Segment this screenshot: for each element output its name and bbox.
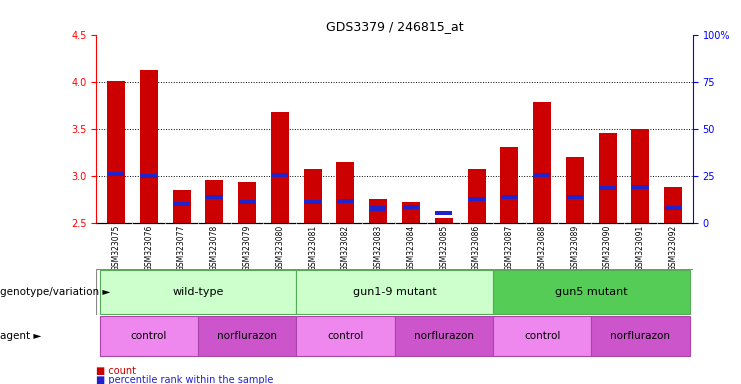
Text: GSM323079: GSM323079 (242, 225, 252, 271)
Bar (107, 172, 124, 176)
Bar (402, 205, 419, 209)
Bar (632, 185, 648, 189)
Text: ■ percentile rank within the sample: ■ percentile rank within the sample (96, 375, 273, 384)
Bar (599, 186, 616, 190)
Bar (173, 202, 190, 206)
Text: GSM323086: GSM323086 (472, 225, 481, 271)
Bar (370, 207, 387, 211)
Text: GSM323084: GSM323084 (407, 225, 416, 271)
Bar (501, 195, 517, 199)
Text: control: control (328, 331, 364, 341)
Bar (271, 112, 289, 223)
Text: genotype/variation ►: genotype/variation ► (0, 287, 110, 297)
Text: GSM323075: GSM323075 (111, 225, 121, 271)
Bar (206, 195, 222, 199)
Text: GSM323091: GSM323091 (636, 225, 645, 271)
Text: control: control (130, 331, 167, 341)
Bar (402, 202, 420, 223)
Text: GSM323078: GSM323078 (210, 225, 219, 271)
Bar (631, 129, 649, 223)
Title: GDS3379 / 246815_at: GDS3379 / 246815_at (326, 20, 463, 33)
Text: GSM323090: GSM323090 (603, 225, 612, 271)
Text: GSM323076: GSM323076 (144, 225, 153, 271)
Text: norflurazon: norflurazon (217, 331, 277, 341)
Text: control: control (524, 331, 560, 341)
Bar (173, 190, 190, 223)
Bar (305, 200, 321, 204)
Bar (198, 316, 296, 356)
Text: GSM323082: GSM323082 (341, 225, 350, 271)
Bar (664, 187, 682, 223)
Bar (296, 270, 493, 314)
Bar (304, 169, 322, 223)
Text: GSM323085: GSM323085 (439, 225, 448, 271)
Bar (238, 182, 256, 223)
Bar (435, 218, 453, 223)
Bar (493, 270, 690, 314)
Bar (239, 200, 256, 204)
Text: gun5 mutant: gun5 mutant (555, 287, 628, 297)
Bar (272, 172, 288, 177)
Bar (436, 211, 452, 215)
Text: agent ►: agent ► (0, 331, 41, 341)
Bar (591, 316, 690, 356)
Bar (107, 81, 125, 223)
Text: GSM323080: GSM323080 (276, 225, 285, 271)
Bar (394, 316, 493, 356)
Bar (567, 195, 583, 199)
Text: gun1-9 mutant: gun1-9 mutant (353, 287, 436, 297)
Text: norflurazon: norflurazon (611, 331, 671, 341)
Bar (337, 199, 353, 203)
Bar (500, 147, 518, 223)
Text: GSM323077: GSM323077 (177, 225, 186, 271)
Bar (205, 180, 223, 223)
Text: GSM323088: GSM323088 (537, 225, 547, 271)
Bar (99, 316, 198, 356)
Text: GSM323092: GSM323092 (668, 225, 678, 271)
Bar (468, 169, 485, 223)
Bar (296, 316, 394, 356)
Bar (534, 172, 551, 177)
Bar (493, 316, 591, 356)
Text: GSM323083: GSM323083 (373, 225, 382, 271)
Bar (566, 157, 584, 223)
Text: GSM323087: GSM323087 (505, 225, 514, 271)
Text: norflurazon: norflurazon (413, 331, 473, 341)
Bar (599, 133, 617, 223)
Bar (336, 162, 354, 223)
Text: GSM323081: GSM323081 (308, 225, 317, 271)
Bar (140, 70, 158, 223)
Bar (141, 174, 157, 178)
Text: wild-type: wild-type (172, 287, 224, 297)
Bar (665, 205, 682, 210)
Bar (99, 270, 296, 314)
Text: GSM323089: GSM323089 (571, 225, 579, 271)
Bar (533, 102, 551, 223)
Text: ■ count: ■ count (96, 366, 136, 376)
Bar (468, 197, 485, 201)
Bar (369, 199, 388, 223)
